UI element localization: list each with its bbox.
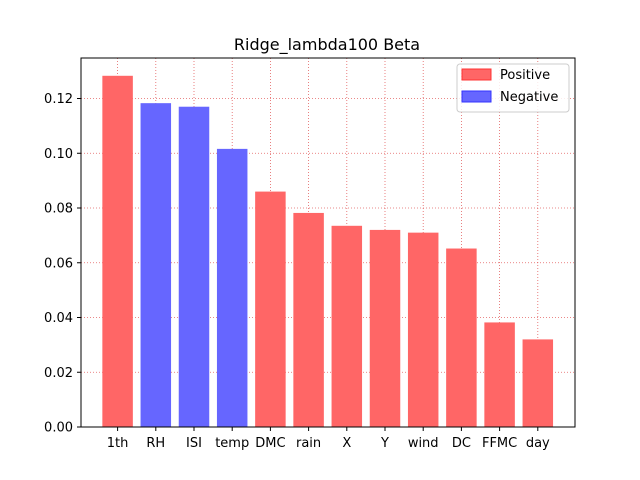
bar-wind — [407, 232, 439, 427]
y-tick-label: 0.00 — [44, 421, 73, 436]
x-tick-label: day — [526, 436, 550, 451]
y-tick-label: 0.02 — [44, 366, 73, 381]
bar-DMC — [255, 191, 286, 427]
x-tick-label: temp — [215, 436, 249, 451]
x-tick-label: FFMC — [482, 436, 517, 451]
x-tick-label: ISI — [186, 436, 202, 451]
bar-FFMC — [484, 322, 515, 427]
legend-swatch-positive — [461, 68, 492, 81]
legend-label-positive: Positive — [500, 68, 550, 83]
y-tick-label: 0.08 — [44, 202, 73, 217]
y-tick-label: 0.12 — [44, 92, 73, 107]
y-tick-label: 0.10 — [44, 147, 73, 162]
x-tick-label: 1th — [107, 436, 129, 451]
bar-RH — [140, 103, 172, 427]
bar-1th — [102, 75, 133, 427]
x-tick-label: DC — [452, 436, 471, 451]
bar-Y — [369, 229, 401, 427]
y-tick-label: 0.04 — [44, 311, 73, 326]
x-tick-label: RH — [146, 436, 165, 451]
bar-DC — [446, 248, 477, 427]
legend: Positive Negative — [456, 63, 570, 113]
bars — [102, 75, 554, 428]
legend-label-negative: Negative — [500, 90, 558, 105]
x-tick-label: wind — [408, 436, 439, 451]
bar-day — [522, 339, 554, 427]
x-tick-label: rain — [296, 436, 321, 451]
bar-X — [331, 225, 363, 427]
y-tick-label: 0.06 — [44, 256, 73, 271]
y-axis: 0.00 0.02 0.04 0.06 0.08 0.10 0.12 — [44, 92, 81, 436]
x-tick-label: DMC — [255, 436, 285, 451]
axes-frame — [80, 57, 576, 428]
x-tick-label: X — [342, 436, 351, 451]
bar-temp — [216, 148, 248, 428]
bar-ISI — [178, 106, 210, 427]
x-tick-label: Y — [380, 436, 389, 451]
bar-rain — [293, 212, 324, 427]
legend-swatch-negative — [461, 90, 492, 103]
chart-title: Ridge_lambda100 Beta — [234, 35, 420, 55]
